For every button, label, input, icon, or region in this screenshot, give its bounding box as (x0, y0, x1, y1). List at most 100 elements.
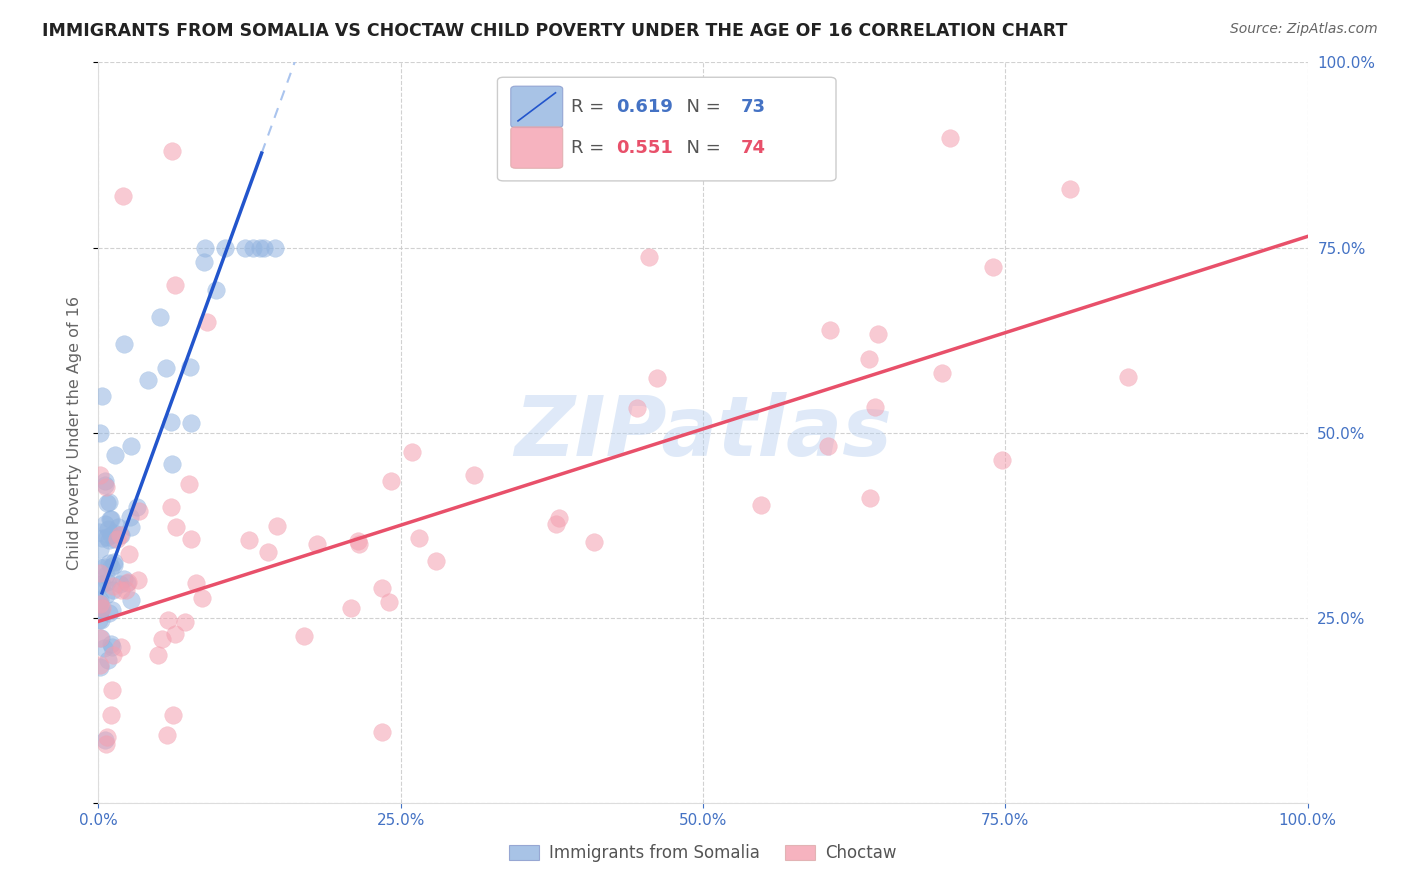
Point (749, 498, 772, 512)
Point (214, 240, 236, 255)
Point (401, 445, 423, 459)
Point (160, 145, 183, 159)
Point (101, 683, 124, 698)
Point (136, 373, 159, 387)
Text: 0.551: 0.551 (616, 138, 673, 157)
Point (93, 560, 115, 574)
Point (90, 613, 112, 627)
Legend: Immigrants from Somalia, Choctaw: Immigrants from Somalia, Choctaw (503, 838, 903, 869)
Point (425, 554, 447, 568)
Point (89, 657, 111, 672)
Point (90, 531, 112, 545)
Point (101, 579, 124, 593)
Point (128, 504, 150, 518)
Point (112, 336, 135, 351)
Point (91, 388, 114, 402)
Point (931, 366, 953, 380)
Point (96, 737, 118, 751)
Point (114, 582, 136, 597)
Point (380, 475, 402, 489)
Point (89, 542, 111, 557)
Point (100, 708, 122, 723)
Point (150, 632, 173, 646)
Point (89, 597, 111, 611)
Text: 73: 73 (741, 98, 765, 116)
Point (104, 448, 127, 462)
Point (179, 359, 201, 374)
Point (991, 453, 1014, 467)
Point (180, 533, 202, 547)
Point (645, 371, 668, 385)
Point (110, 527, 132, 541)
Point (146, 648, 169, 662)
Point (127, 573, 149, 587)
Text: IMMIGRANTS FROM SOMALIA VS CHOCTAW CHILD POVERTY UNDER THE AGE OF 16 CORRELATION: IMMIGRANTS FROM SOMALIA VS CHOCTAW CHILD… (42, 22, 1067, 40)
Point (110, 576, 132, 591)
Point (162, 707, 184, 722)
Point (100, 528, 122, 542)
Point (115, 575, 138, 590)
Point (249, 240, 271, 255)
Point (103, 533, 125, 547)
Point (257, 545, 280, 559)
Point (1116, 369, 1139, 384)
Point (101, 602, 124, 616)
Point (87, 524, 110, 539)
Point (155, 360, 177, 375)
Point (163, 277, 186, 292)
Point (96, 496, 118, 510)
Point (94, 474, 117, 488)
Point (93, 733, 115, 747)
Text: ZIPatlas: ZIPatlas (515, 392, 891, 473)
Text: R =: R = (571, 138, 610, 157)
Point (340, 600, 363, 615)
Text: 0.619: 0.619 (616, 98, 673, 116)
Point (165, 519, 187, 533)
Point (110, 640, 132, 654)
Point (89, 660, 111, 674)
Point (100, 559, 122, 574)
Point (120, 439, 142, 453)
Point (377, 595, 399, 609)
Point (93, 641, 115, 656)
Point (117, 574, 139, 589)
Point (1059, 182, 1081, 196)
Point (90, 601, 112, 615)
Point (101, 582, 124, 597)
Point (266, 518, 288, 533)
Point (204, 283, 226, 297)
Text: Source: ZipAtlas.com: Source: ZipAtlas.com (1230, 22, 1378, 37)
Point (103, 555, 125, 569)
Point (347, 536, 370, 550)
Point (463, 467, 485, 482)
Point (94, 517, 117, 532)
Point (90, 631, 112, 645)
Point (858, 351, 880, 366)
Point (626, 401, 648, 416)
Point (96, 653, 118, 667)
Point (118, 547, 141, 561)
Point (91, 577, 114, 591)
Point (370, 581, 392, 595)
Point (156, 613, 179, 627)
Point (93, 477, 115, 491)
Point (408, 532, 430, 546)
Point (98, 533, 121, 547)
Point (120, 520, 142, 534)
Point (866, 326, 889, 341)
Point (89, 631, 111, 645)
Point (194, 240, 217, 255)
Point (94, 568, 117, 582)
Point (100, 512, 122, 526)
Point (103, 525, 125, 540)
Point (264, 240, 287, 255)
Point (981, 260, 1004, 275)
Point (307, 537, 329, 551)
Point (292, 629, 315, 643)
Point (195, 314, 218, 328)
Point (193, 255, 215, 269)
Point (101, 648, 124, 663)
Point (120, 592, 142, 607)
Point (100, 512, 122, 526)
Point (107, 520, 129, 534)
